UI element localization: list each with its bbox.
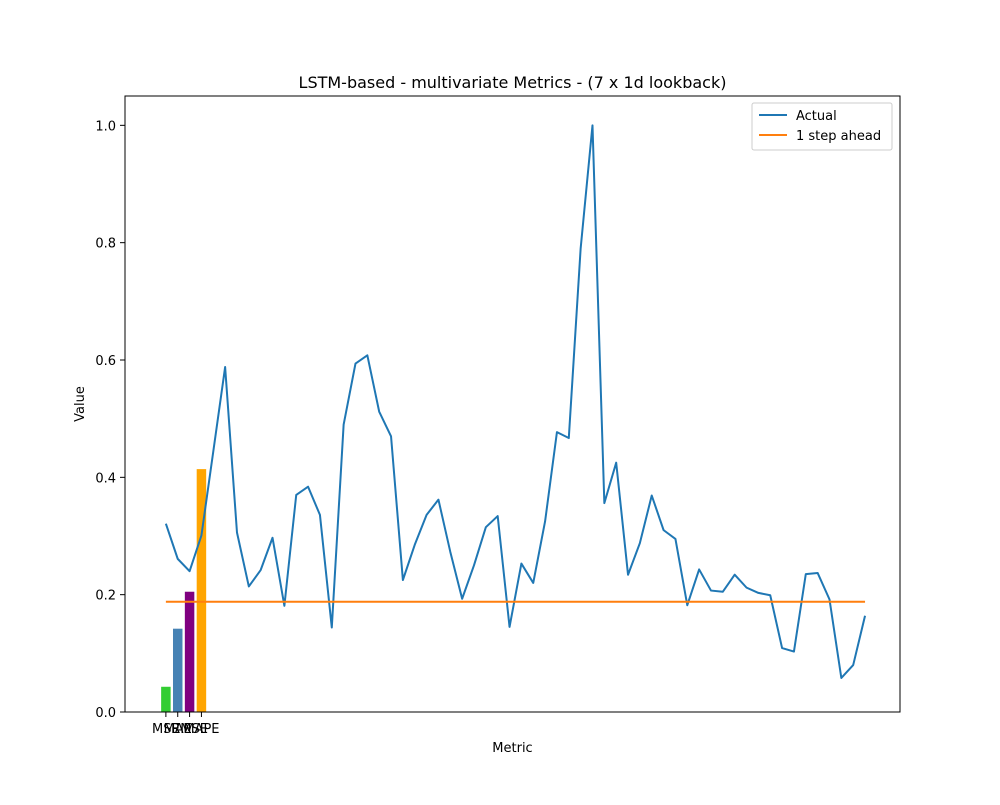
x-axis-label: Metric — [492, 741, 532, 756]
y-tick-label: 0.8 — [95, 237, 116, 252]
y-axis-label: Value — [73, 386, 88, 422]
series-line-actual — [164, 124, 867, 679]
y-tick-label: 1.0 — [95, 119, 116, 134]
bar-rmse — [184, 591, 195, 712]
y-tick-label: 0.0 — [95, 706, 116, 721]
chart-title: LSTM-based - multivariate Metrics - (7 x… — [299, 73, 727, 92]
y-axis: 0.0 0.2 0.4 0.6 0.8 1.0 — [95, 119, 125, 721]
x-tick-label-rmse: RMSE — [171, 722, 208, 737]
y-tick-label: 0.6 — [95, 354, 116, 369]
legend-label-actual: Actual — [796, 109, 837, 124]
legend: Actual 1 step ahead — [751, 102, 893, 151]
bar-mae — [172, 628, 183, 712]
plot-frame — [124, 95, 901, 713]
lines-layer — [164, 124, 867, 679]
bar-mape — [196, 469, 207, 712]
x-tick-label-mape: MAPE — [183, 722, 219, 737]
y-tick-label: 0.4 — [95, 471, 116, 486]
bar-mse — [161, 686, 171, 712]
y-tick-label: 0.2 — [95, 589, 116, 604]
x-tick-label-mae: MAE — [164, 722, 192, 737]
legend-label-1-step-ahead: 1 step ahead — [796, 129, 881, 144]
x-tick-label-mse: MSE — [152, 722, 180, 737]
bars-layer — [161, 469, 207, 712]
